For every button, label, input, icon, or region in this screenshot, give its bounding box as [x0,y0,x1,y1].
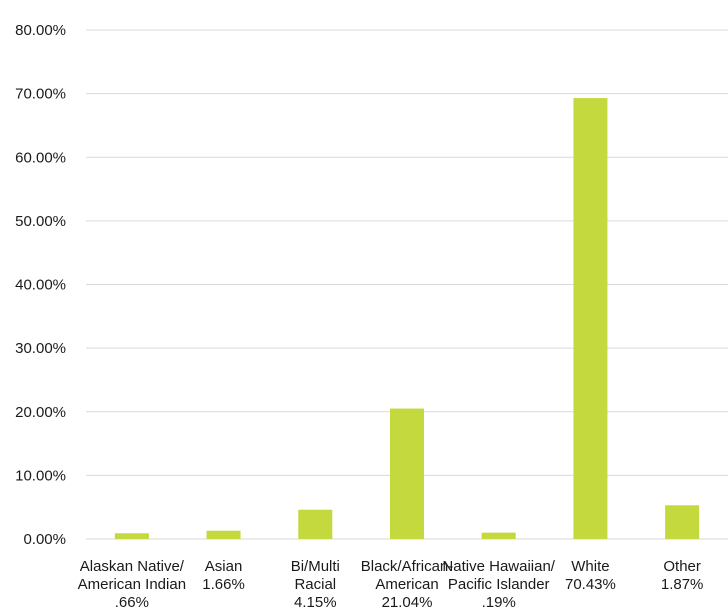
bar [481,532,516,539]
x-category-label: Other 1.87% [661,558,704,594]
x-category-label-line: 4.15% [294,594,337,611]
y-tick-label: 80.00% [15,22,66,39]
y-axis-tick-labels: 0.00% 10.00% 20.00% 30.00% 40.00% 50.00% 60.00… [15,22,66,548]
bar [390,408,424,539]
x-category-label-line: American [375,576,439,593]
x-category-label-line: Bi/Multi [290,558,340,575]
y-tick-label: 60.00% [15,149,66,166]
y-tick-label: 20.00% [15,404,66,421]
gridlines [86,29,728,540]
x-category-label-line: Racial [294,576,337,593]
x-category-label-line: Pacific Islander [447,576,550,593]
y-tick-label: 70.00% [15,86,66,103]
x-category-label: Native Hawaiian/Pacific Islander .19% [442,558,555,612]
x-category-label-line: Native Hawaiian/ [442,558,555,575]
bars [114,98,700,540]
x-category-label-line: Alaskan Native/ [79,558,184,575]
x-category-label: Alaskan Native/American Indian .66% [78,558,186,612]
x-category-label: White 70.43% [565,558,616,594]
x-category-label-line: White [571,558,610,575]
y-tick-label: 10.00% [15,467,66,484]
x-category-label: Bi/Multi Racial 4.15% [291,558,340,612]
bar [665,505,700,539]
x-category-label-line: Asian [204,558,243,575]
bar [298,509,333,539]
x-category-label-line: 1.87% [660,576,704,593]
x-category-label-line: .19% [481,594,516,611]
x-category-label-line: 70.43% [564,576,616,593]
y-tick-label: 40.00% [15,277,66,294]
bar [573,98,608,540]
x-category-label-line: Black/African- [360,558,454,575]
x-category-label: Black/African- American 21.04% [361,558,454,612]
x-category-label-line: 21.04% [381,594,433,611]
bar [114,533,149,539]
y-tick-label: 30.00% [15,340,66,357]
y-tick-label: 50.00% [15,213,66,230]
x-category-label-line: Other [663,558,701,575]
x-category-label: Asian 1.66% [202,558,245,594]
x-category-label-line: .66% [114,594,149,611]
bar [206,530,241,539]
x-category-label-line: 1.66% [202,576,245,593]
y-tick-label: 0.00% [23,531,66,548]
x-category-label-line: American Indian [77,576,187,593]
